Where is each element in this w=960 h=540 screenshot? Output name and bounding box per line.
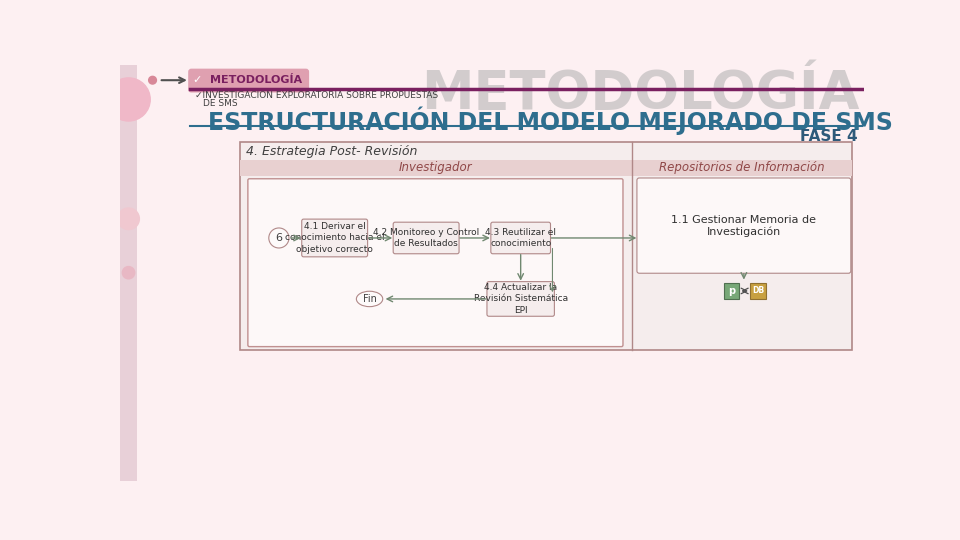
Text: ✓: ✓ [193,75,203,85]
FancyBboxPatch shape [301,219,368,257]
FancyBboxPatch shape [120,65,137,481]
Text: 4.3 Reutilizar el
conocimiento: 4.3 Reutilizar el conocimiento [485,228,556,248]
Text: 4.4 Actualizar la
Revisión Sistemática
EPI: 4.4 Actualizar la Revisión Sistemática E… [473,284,567,314]
Circle shape [118,208,139,230]
FancyBboxPatch shape [240,160,632,176]
Text: 4.1 Derivar el
conocimiento hacia el
objetivo correcto: 4.1 Derivar el conocimiento hacia el obj… [285,222,385,254]
Circle shape [149,76,156,84]
FancyBboxPatch shape [636,178,851,273]
FancyBboxPatch shape [188,69,309,92]
FancyBboxPatch shape [491,222,550,254]
Text: ESTRUCTURACIÓN DEL MODELO MEJORADO DE SMS: ESTRUCTURACIÓN DEL MODELO MEJORADO DE SM… [207,106,893,135]
FancyBboxPatch shape [240,142,852,350]
Text: Repositorios de Información: Repositorios de Información [660,161,825,174]
Text: Investigador: Investigador [398,161,472,174]
Text: Fin: Fin [363,294,376,304]
FancyBboxPatch shape [632,160,852,176]
Circle shape [107,78,150,121]
Text: p: p [728,286,735,296]
FancyBboxPatch shape [394,222,459,254]
Circle shape [269,228,289,248]
Text: 1.1 Gestionar Memoria de
Investigación: 1.1 Gestionar Memoria de Investigación [671,214,816,237]
Text: FASE 4: FASE 4 [801,129,858,144]
Text: 4.2 Monitoreo y Control
de Resultados: 4.2 Monitoreo y Control de Resultados [373,228,479,248]
Text: METODOLOGÍA: METODOLOGÍA [209,75,301,85]
FancyBboxPatch shape [724,284,739,299]
Text: DB: DB [752,286,764,295]
Text: 6: 6 [276,233,282,243]
FancyBboxPatch shape [750,284,765,299]
FancyBboxPatch shape [248,179,623,347]
Text: ✓INVESTIGACIÓN EXPLORATORIA SOBRE PROPUESTAS: ✓INVESTIGACIÓN EXPLORATORIA SOBRE PROPUE… [195,91,439,100]
Ellipse shape [356,291,383,307]
Circle shape [122,267,134,279]
Text: 4. Estrategia Post- Revisión: 4. Estrategia Post- Revisión [247,145,418,158]
Text: DE SMS: DE SMS [203,99,237,107]
Text: METODOLOGÍA: METODOLOGÍA [421,68,860,120]
FancyBboxPatch shape [487,282,554,316]
